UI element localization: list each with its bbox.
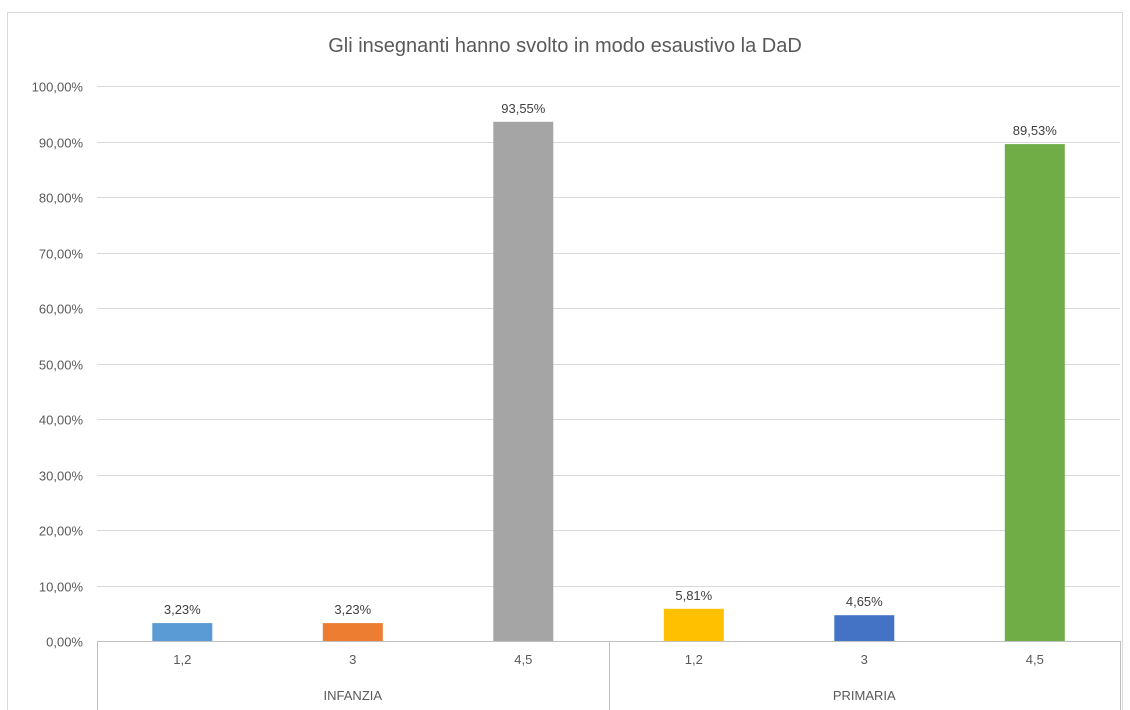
y-tick-label: 80,00% (39, 191, 84, 206)
x-category-label: 4,5 (1026, 652, 1044, 667)
data-label: 5,81% (675, 588, 712, 603)
y-tick-label: 10,00% (39, 580, 84, 595)
y-tick-label: 50,00% (39, 358, 84, 373)
x-category-label: 1,2 (173, 652, 191, 667)
chart-frame (7, 12, 1123, 710)
bar-primaria-0 (663, 608, 724, 641)
y-tick-label: 60,00% (39, 302, 84, 317)
y-tick-label: 100,00% (32, 80, 84, 95)
gridlines (97, 86, 1120, 642)
x-category-label: 4,5 (514, 652, 532, 667)
data-label: 3,23% (164, 602, 201, 617)
bar-primaria-1 (834, 615, 895, 641)
x-group-label: PRIMARIA (833, 688, 896, 703)
y-axis-tick-labels: 0,00% 10,00% 20,00% 30,00% 40,00% 50,00% 60,00… (32, 80, 84, 650)
y-tick-label: 90,00% (39, 136, 84, 151)
y-tick-label: 70,00% (39, 247, 84, 262)
data-label: 4,65% (846, 594, 883, 609)
data-label: 93,55% (501, 101, 546, 116)
bar-infanzia-1 (322, 623, 383, 641)
y-tick-label: 0,00% (46, 635, 83, 650)
y-tick-label: 20,00% (39, 524, 84, 539)
x-category-label: 1,2 (685, 652, 703, 667)
data-label: 89,53% (1013, 123, 1058, 138)
y-tick-label: 40,00% (39, 413, 84, 428)
x-axis: 1,2 3 4,5 INFANZIA 1,2 3 4,5 PRIMARIA (97, 641, 1121, 710)
x-category-label: 3 (349, 652, 356, 667)
y-tick-label: 30,00% (39, 469, 84, 484)
chart-title: Gli insegnanti hanno svolto in modo esau… (328, 35, 802, 57)
bar-infanzia-2 (493, 121, 554, 642)
x-category-label: 3 (861, 652, 868, 667)
x-group-label: INFANZIA (324, 688, 383, 703)
data-label: 3,23% (334, 602, 371, 617)
data-labels: 3,23% 3,23% 93,55% 5,81% 4,65% 89,53% (164, 101, 1057, 617)
bars (152, 121, 1065, 642)
bar-primaria-2 (1004, 144, 1065, 641)
bar-infanzia-0 (152, 623, 213, 641)
